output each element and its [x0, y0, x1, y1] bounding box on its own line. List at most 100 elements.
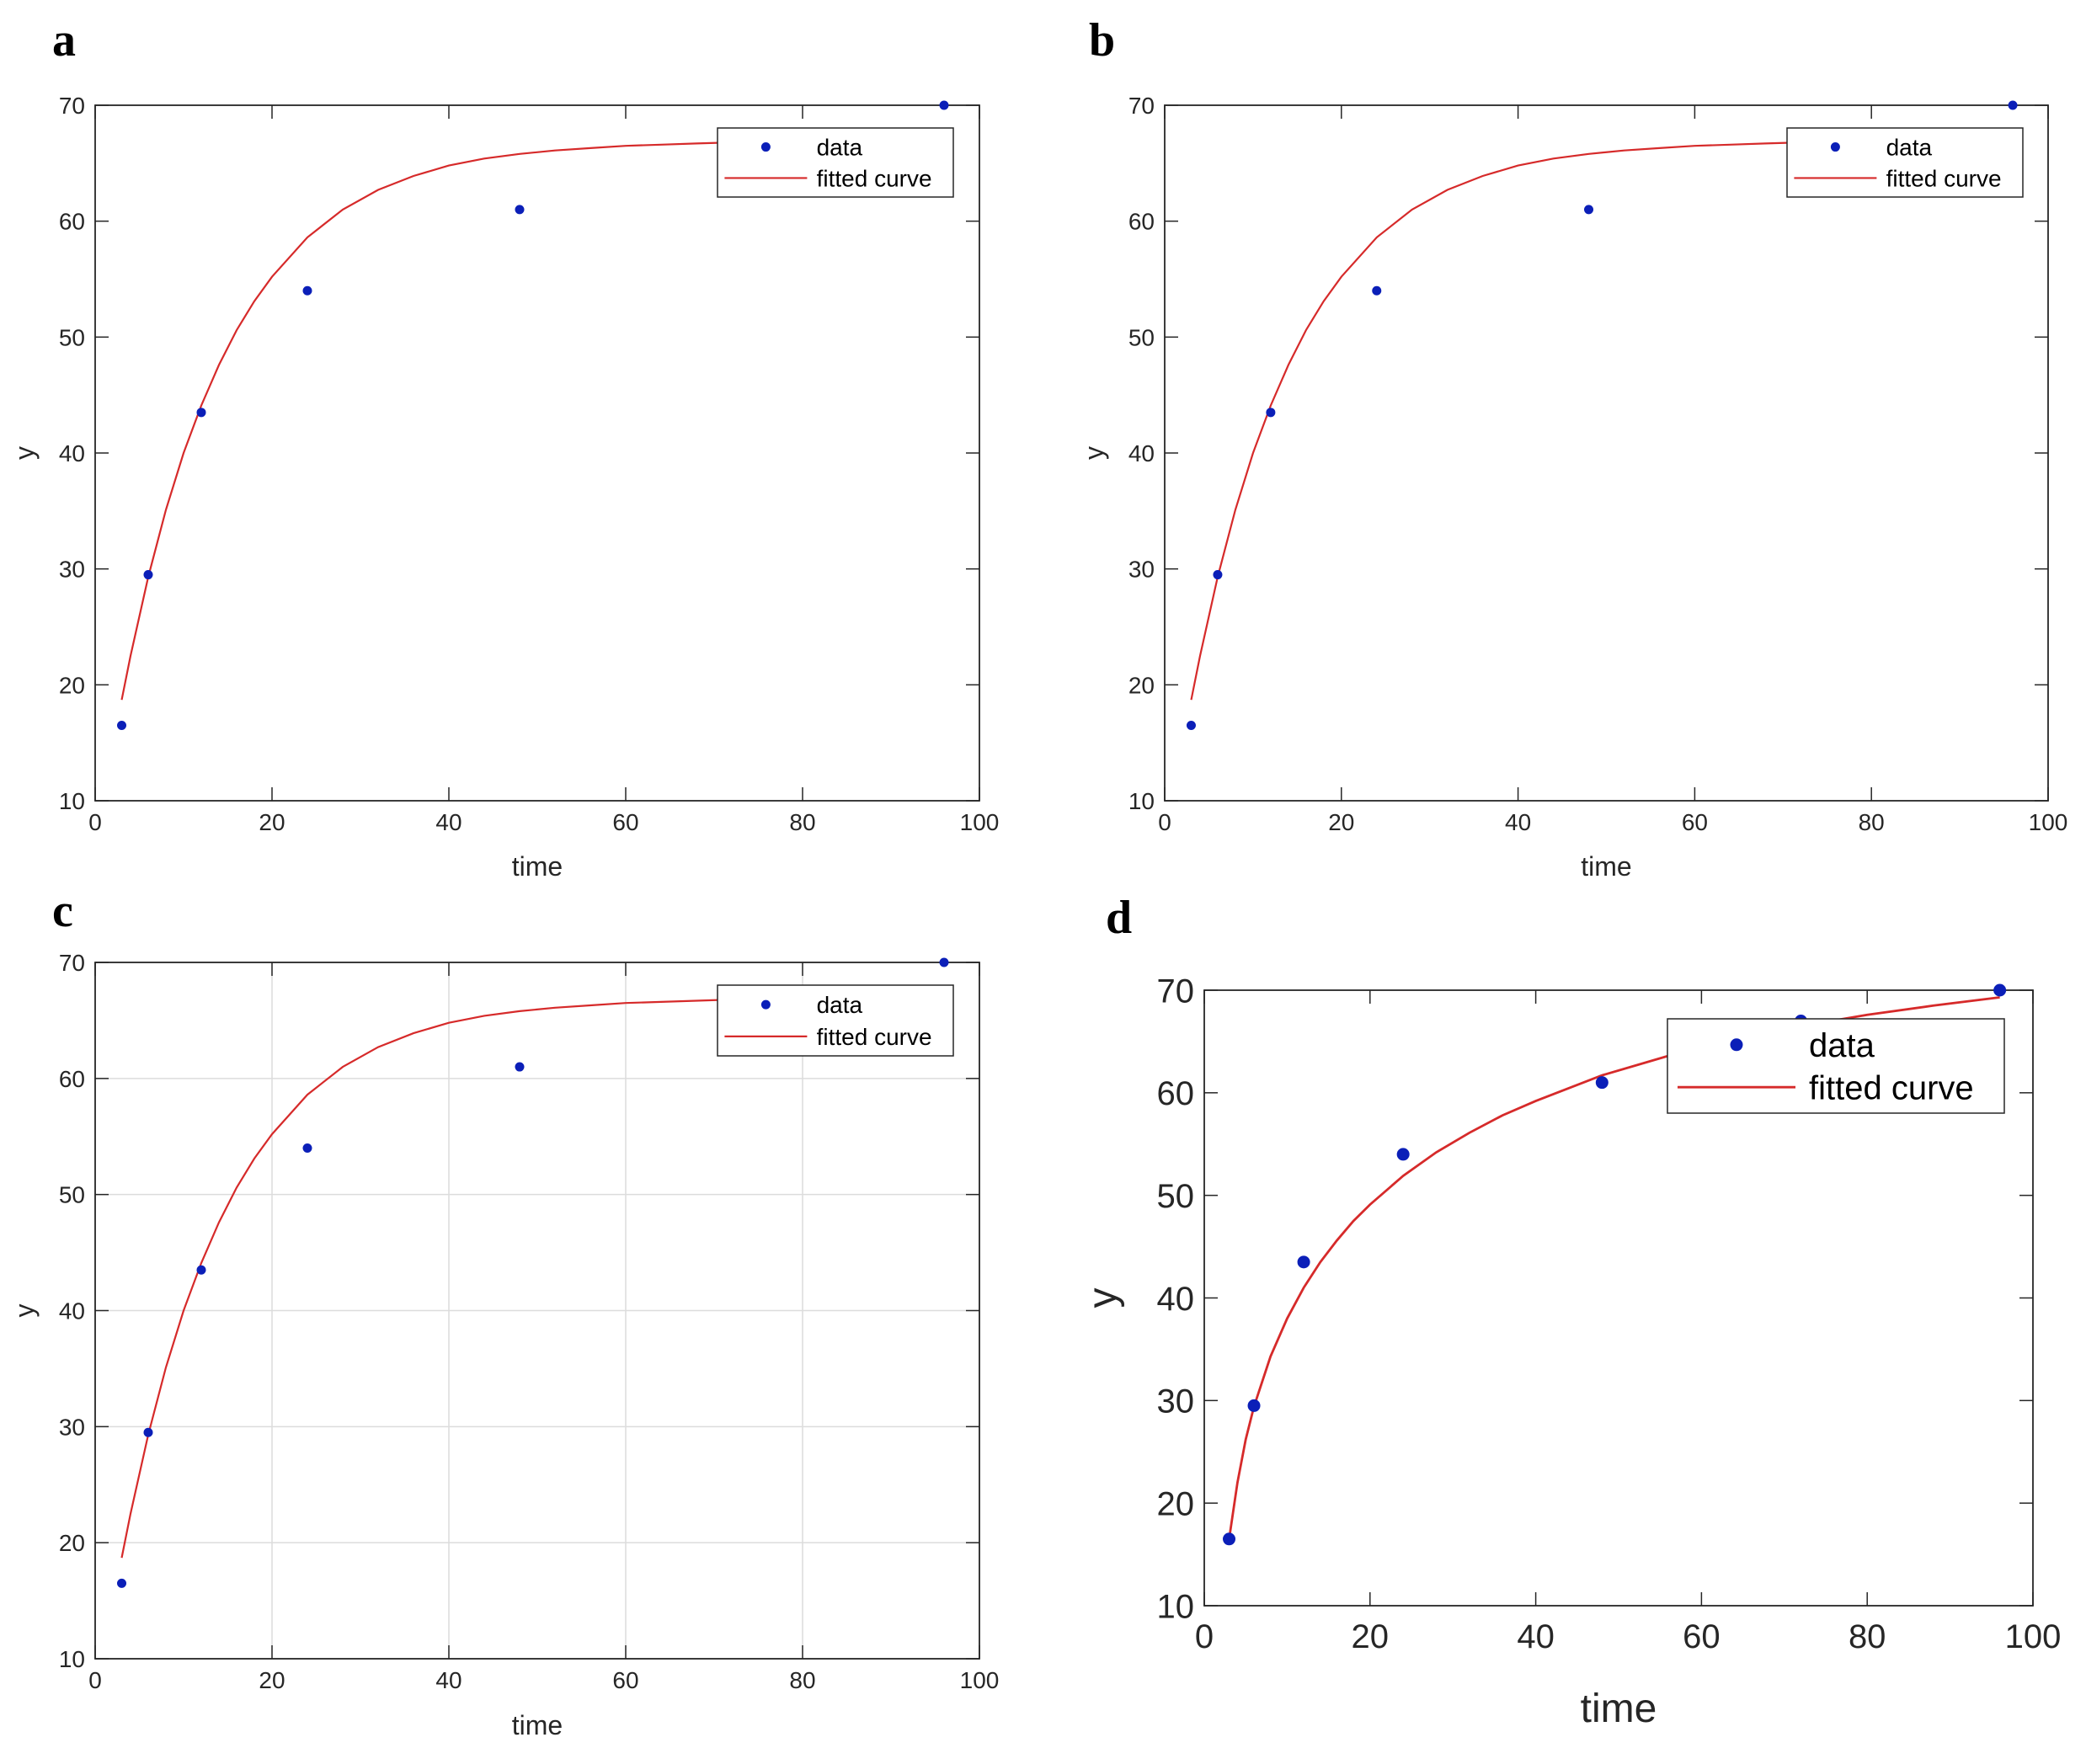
y-tick-label: 50: [1128, 324, 1155, 350]
x-tick-label: 20: [1352, 1618, 1390, 1655]
y-tick-label: 50: [1157, 1178, 1195, 1215]
legend-label-fitted-curve: fitted curve: [1809, 1070, 1974, 1107]
x-axis-label: time: [512, 851, 563, 882]
y-tick-label: 40: [1128, 440, 1155, 466]
data-point: [1372, 285, 1382, 296]
panel-letter: a: [52, 14, 76, 67]
data-point: [1247, 1399, 1261, 1412]
data-point: [1584, 205, 1594, 215]
data-point: [196, 1265, 206, 1275]
data-point: [939, 957, 949, 967]
data-points: [1186, 100, 2018, 731]
axes-box: [94, 962, 980, 1660]
legend-box: [1667, 1018, 2005, 1114]
plot-area: [1165, 105, 2048, 801]
legend-label-data: data: [1886, 135, 1933, 161]
data-point: [1186, 721, 1196, 731]
y-tick-label: 30: [59, 557, 85, 583]
x-tick-label: 0: [1195, 1618, 1214, 1655]
axes-box: [1164, 104, 2049, 802]
y-tick-label: 10: [59, 1646, 85, 1672]
axes-box: [94, 104, 980, 802]
y-tick-label: 10: [1128, 788, 1155, 814]
legend-label-fitted-curve: fitted curve: [817, 1024, 932, 1050]
data-point: [2008, 100, 2018, 110]
x-tick-label: 0: [88, 1667, 102, 1693]
panel-letter: d: [1106, 892, 1132, 944]
y-tick-label: 40: [59, 440, 85, 466]
data-point: [515, 1062, 525, 1072]
y-tick-label: 50: [59, 1182, 85, 1208]
data-point: [1595, 1076, 1609, 1090]
y-tick-label: 60: [1157, 1075, 1195, 1112]
y-tick-label: 60: [59, 209, 85, 235]
x-tick-label: 20: [259, 809, 285, 835]
legend-label-data: data: [1809, 1027, 1875, 1064]
x-tick-label: 60: [612, 809, 638, 835]
panel-letter: c: [52, 885, 73, 937]
x-tick-label: 20: [259, 1667, 285, 1693]
data-point: [1213, 570, 1223, 580]
y-tick-label: 60: [59, 1066, 85, 1092]
legend-data-marker: [1730, 1038, 1743, 1052]
data-points: [117, 957, 949, 1588]
plot-area: [95, 105, 979, 801]
data-points: [117, 100, 949, 731]
x-tick-label: 0: [88, 809, 102, 835]
legend: data fitted curve: [717, 984, 954, 1057]
y-tick-label: 10: [1157, 1588, 1195, 1625]
x-tick-label: 40: [435, 809, 461, 835]
x-tick-label: 0: [1158, 809, 1171, 835]
x-axis-label: time: [512, 1710, 563, 1740]
x-tick-label: 100: [2005, 1618, 2062, 1655]
panel-b: b 0 20 40 60 80 100 10 20 30 40 50 60 70 time y data fitt…: [1079, 14, 2067, 882]
legend-data-marker: [1830, 142, 1840, 152]
x-tick-label: 60: [1682, 809, 1708, 835]
x-tick-label: 100: [2029, 809, 2068, 835]
legend-label-data: data: [817, 135, 863, 161]
y-tick-label: 20: [59, 1530, 85, 1556]
data-point: [939, 100, 949, 110]
data-point: [1993, 983, 2007, 997]
x-tick-label: 60: [612, 1667, 638, 1693]
x-tick-label: 40: [1505, 809, 1531, 835]
data-point: [302, 1143, 312, 1154]
legend-data-marker: [760, 142, 771, 152]
ticks: 0 20 40 60 80 100 10 20 30 40 50 60 70: [59, 950, 1000, 1693]
data-point: [1266, 408, 1276, 418]
data-point: [117, 721, 126, 731]
data-point: [196, 408, 206, 418]
ticks: 0 20 40 60 80 100 10 20 30 40 50 60 70: [59, 93, 1000, 835]
y-tick-label: 20: [59, 672, 85, 698]
data-point: [302, 285, 312, 296]
data-point: [1297, 1255, 1310, 1269]
x-tick-label: 80: [789, 1667, 815, 1693]
ticks: 0 20 40 60 80 100 10 20 30 40 50 60 70: [1128, 93, 2068, 835]
data-point: [515, 205, 525, 215]
x-axis-label: time: [1581, 1687, 1657, 1731]
y-tick-label: 70: [59, 950, 85, 976]
panel-d: d 0 20 40 60 80 100 10 20 30 40 50 60 70 time y data fitt…: [1080, 892, 2061, 1731]
ticks: 0 20 40 60 80 100 10 20 30 40 50 60 70: [1157, 973, 2062, 1655]
y-tick-label: 10: [59, 788, 85, 814]
legend-box: [717, 127, 954, 198]
legend-box: [717, 984, 954, 1057]
x-tick-label: 40: [435, 1667, 461, 1693]
x-tick-label: 80: [1859, 809, 1885, 835]
legend: data fitted curve: [1667, 1018, 2005, 1114]
y-tick-label: 60: [1128, 209, 1155, 235]
y-tick-label: 70: [1157, 973, 1195, 1010]
legend: data fitted curve: [717, 127, 954, 198]
y-tick-label: 70: [59, 93, 85, 119]
y-axis-label: y: [9, 1304, 40, 1318]
data-point: [117, 1578, 126, 1588]
panel-a: a 0 20 40 60 80 100 10 20 30 40 50 60 70 time y data fitt…: [9, 14, 999, 882]
legend-label-fitted-curve: fitted curve: [817, 166, 932, 192]
data-point: [143, 570, 153, 580]
legend-box: [1786, 127, 2024, 198]
legend-label-fitted-curve: fitted curve: [1886, 166, 2002, 192]
x-tick-label: 100: [960, 1667, 1000, 1693]
x-axis-label: time: [1581, 851, 1631, 882]
y-tick-label: 50: [59, 324, 85, 350]
